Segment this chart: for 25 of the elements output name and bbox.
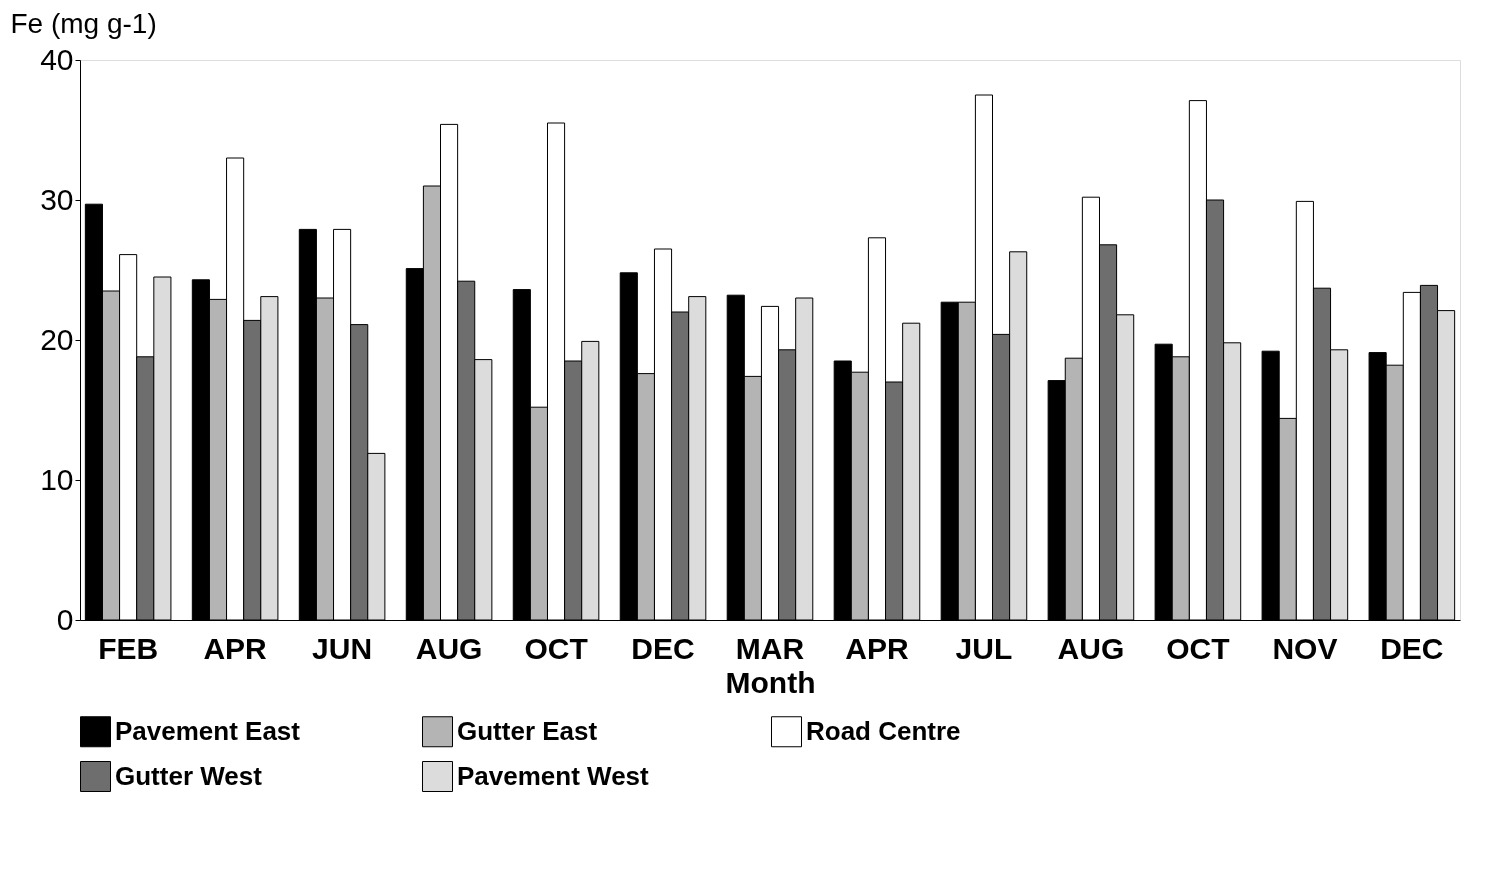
x-tick-label: AUG <box>1057 631 1125 665</box>
y-tick-label: 20 <box>40 322 74 356</box>
x-tick-label: OCT <box>524 631 588 665</box>
x-tick-label: APR <box>203 631 268 665</box>
legend-label: Gutter East <box>457 715 598 746</box>
x-tick-label: JUL <box>955 631 1013 665</box>
x-tick-label: DEC <box>1380 631 1444 665</box>
x-tick-label: JUN <box>312 631 373 665</box>
x-tick-label: DEC <box>631 631 695 665</box>
x-tick-label: NOV <box>1272 631 1338 665</box>
x-axis-title: Month <box>725 665 816 699</box>
legend-label: Pavement West <box>457 760 650 791</box>
y-tick-label: 40 <box>40 42 74 76</box>
x-tick-label: FEB <box>98 631 159 665</box>
y-axis-title: Fe (mg g-1) <box>10 7 157 39</box>
x-tick-label: APR <box>845 631 909 665</box>
x-tick-label: MAR <box>735 631 805 665</box>
x-tick-label: AUG <box>415 631 483 665</box>
y-tick-label: 10 <box>40 462 74 496</box>
x-tick-label: OCT <box>1166 631 1230 665</box>
legend-label: Gutter West <box>115 760 263 791</box>
legend-label: Pavement East <box>115 715 301 746</box>
legend-label: Road Centre <box>806 715 961 746</box>
y-tick-label: 0 <box>56 602 74 636</box>
y-tick-label: 30 <box>40 182 74 216</box>
